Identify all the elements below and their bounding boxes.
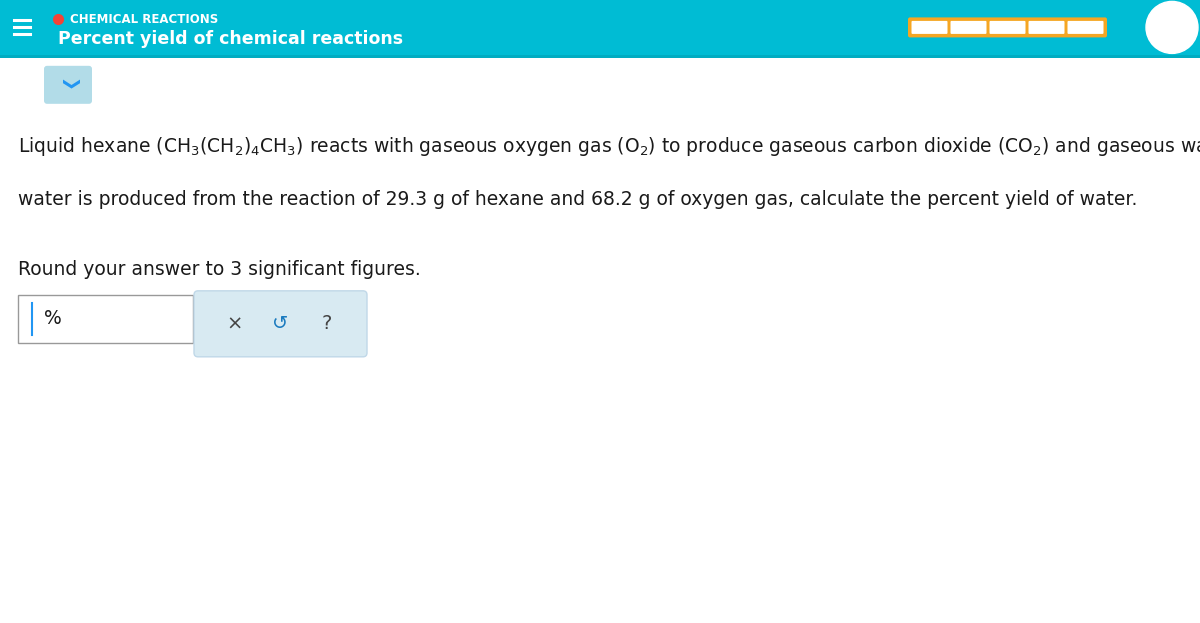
Bar <box>1025 19 1030 36</box>
FancyBboxPatch shape <box>1028 21 1064 34</box>
Bar <box>947 19 952 36</box>
Bar <box>0 0 1200 55</box>
FancyBboxPatch shape <box>990 21 1026 34</box>
FancyBboxPatch shape <box>18 295 193 343</box>
Text: CHEMICAL REACTIONS: CHEMICAL REACTIONS <box>70 12 218 26</box>
Text: water is produced from the reaction of 29.3 g of hexane and 68.2 g of oxygen gas: water is produced from the reaction of 2… <box>18 190 1138 209</box>
Bar <box>0 55 1200 58</box>
Text: Percent yield of chemical reactions: Percent yield of chemical reactions <box>58 31 403 49</box>
Text: ❯: ❯ <box>59 78 77 92</box>
FancyBboxPatch shape <box>194 291 367 357</box>
Text: ×: × <box>226 315 242 333</box>
FancyBboxPatch shape <box>44 66 92 104</box>
Bar <box>986 19 990 36</box>
FancyBboxPatch shape <box>950 21 986 34</box>
Bar <box>1064 19 1068 36</box>
Text: ?: ? <box>322 315 332 333</box>
Circle shape <box>1146 1 1198 54</box>
FancyBboxPatch shape <box>908 17 1108 37</box>
FancyBboxPatch shape <box>912 21 948 34</box>
FancyBboxPatch shape <box>1068 21 1104 34</box>
Text: ↺: ↺ <box>272 315 289 333</box>
Text: Round your answer to 3 significant figures.: Round your answer to 3 significant figur… <box>18 260 421 279</box>
Text: %: % <box>44 310 61 328</box>
Text: Liquid hexane $\left(\mathrm{CH_3(CH_2)_4CH_3}\right)$ reacts with gaseous oxyge: Liquid hexane $\left(\mathrm{CH_3(CH_2)_… <box>18 135 1200 158</box>
